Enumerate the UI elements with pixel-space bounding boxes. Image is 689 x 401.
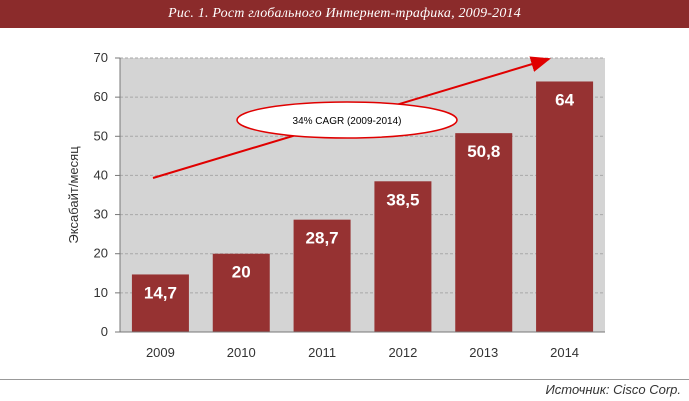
bar-2014 xyxy=(536,81,594,332)
y-tick-label: 40 xyxy=(94,167,108,182)
chart-title-bar: Рис. 1. Рост глобального Интернет-трафик… xyxy=(0,0,689,28)
y-axis-label: Эксабайт/месяц xyxy=(66,146,81,244)
x-tick-label-2012: 2012 xyxy=(388,345,417,360)
y-tick-label: 70 xyxy=(94,50,108,65)
plot-area xyxy=(120,58,605,332)
y-tick-label: 20 xyxy=(94,246,108,261)
bar-2013 xyxy=(455,133,513,332)
y-tick-label: 50 xyxy=(94,128,108,143)
x-tick-label-2013: 2013 xyxy=(469,345,498,360)
y-tick-label: 60 xyxy=(94,89,108,104)
y-tick-label: 30 xyxy=(94,207,108,222)
bottom-divider xyxy=(0,379,689,380)
data-label-2011: 28,7 xyxy=(306,229,339,248)
data-label-2009: 14,7 xyxy=(144,283,177,302)
x-tick-label-2010: 2010 xyxy=(227,345,256,360)
bar-2012 xyxy=(374,181,432,332)
cagr-annotation: 34% CAGR (2009-2014) xyxy=(293,116,402,127)
x-tick-label-2009: 2009 xyxy=(146,345,175,360)
data-label-2010: 20 xyxy=(232,263,251,282)
bar-2009 xyxy=(131,274,189,332)
data-label-2012: 38,5 xyxy=(386,190,419,209)
bar-chart: 14,7 20 28,7 38,5 50,8 64 0 10 20 30 40 50 60 70 Экса… xyxy=(66,50,605,360)
x-tick-label-2011: 2011 xyxy=(308,345,336,360)
bar-2011 xyxy=(293,219,351,332)
bar-2010 xyxy=(212,253,270,332)
y-tick-label: 10 xyxy=(94,285,108,300)
chart-title: Рис. 1. Рост глобального Интернет-трафик… xyxy=(168,6,521,21)
x-tick-label-2014: 2014 xyxy=(550,345,579,360)
y-tick-label: 0 xyxy=(101,324,108,339)
data-label-2013: 50,8 xyxy=(467,142,500,161)
cagr-ellipse xyxy=(236,101,458,139)
source-note: Источник: Cisco Corp. xyxy=(545,382,681,397)
data-label-2014: 64 xyxy=(555,90,574,109)
